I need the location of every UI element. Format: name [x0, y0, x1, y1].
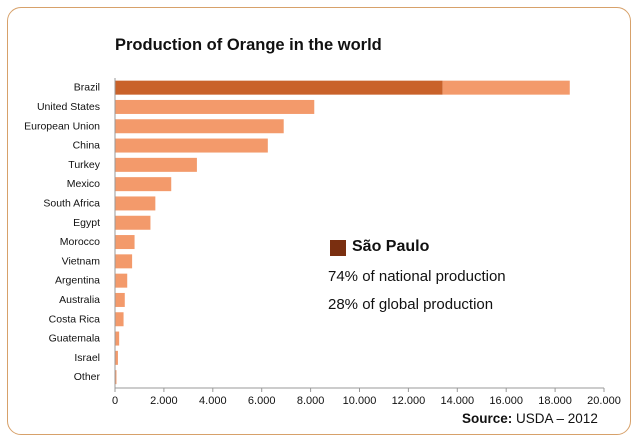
category-label: Mexico — [67, 178, 100, 190]
x-tick-label: 16.000 — [489, 395, 523, 407]
source-note: Source: USDA – 2012 — [462, 411, 598, 426]
annotation-global-share: 28% of global production — [328, 296, 494, 313]
legend-swatch-sao-paulo — [330, 240, 346, 256]
source-label: Source: — [462, 411, 513, 426]
category-label: United States — [37, 101, 100, 113]
bar-egypt-series-1 — [115, 215, 151, 230]
bar-china-series-1 — [115, 138, 268, 153]
bar-guatemala-series-1 — [115, 331, 120, 346]
bar-morocco-series-1 — [115, 235, 135, 250]
category-labels: Brazil United States European Union China Tu… — [24, 82, 101, 383]
category-label: Australia — [59, 294, 100, 306]
category-label: South Africa — [43, 197, 100, 209]
x-tick-label: 14.000 — [440, 395, 474, 407]
bar-united-states-series-1 — [115, 99, 315, 114]
category-label: Guatemala — [49, 333, 101, 345]
bar-israel-series-1 — [115, 350, 118, 365]
bar-brazil-series-1 — [442, 80, 570, 95]
x-tick-label: 2.000 — [150, 395, 178, 407]
category-label: Other — [74, 371, 101, 383]
annotation-national-share: 74% of national production — [328, 268, 506, 285]
bars-group — [115, 80, 570, 385]
chart-title: Production of Orange in the world — [115, 36, 382, 54]
x-tick-label: 6.000 — [248, 395, 276, 407]
category-label: Vietnam — [62, 255, 101, 267]
category-label: Argentina — [55, 275, 100, 287]
x-tick-label: 0 — [112, 395, 118, 407]
x-tick-label: 20.000 — [587, 395, 621, 407]
category-label: Brazil — [74, 82, 100, 94]
category-label: Turkey — [68, 159, 100, 171]
bar-south-africa-series-1 — [115, 196, 156, 211]
legend-label-sao-paulo: São Paulo — [352, 238, 430, 255]
bar-other-series-1 — [115, 370, 117, 385]
bar-brazil-series-0 — [115, 80, 443, 95]
x-tick-label: 4.000 — [199, 395, 227, 407]
category-label: Egypt — [73, 217, 100, 229]
bar-mexico-series-1 — [115, 177, 172, 192]
x-tick-label: 8.000 — [297, 395, 325, 407]
category-label: China — [73, 140, 101, 152]
category-label: European Union — [24, 120, 100, 132]
category-label: Morocco — [60, 236, 100, 248]
bar-costa-rica-series-1 — [115, 312, 124, 327]
source-text: USDA – 2012 — [512, 411, 598, 426]
bar-european-union-series-1 — [115, 119, 284, 134]
bar-australia-series-1 — [115, 292, 125, 307]
bar-turkey-series-1 — [115, 157, 197, 172]
x-tick-label: 10.000 — [343, 395, 377, 407]
bar-vietnam-series-1 — [115, 254, 133, 269]
x-tick-label: 18.000 — [538, 395, 572, 407]
chart-frame — [7, 7, 631, 435]
bar-argentina-series-1 — [115, 273, 128, 288]
x-axis: 0 2.000 4.000 6.000 8.000 10.000 12.000 14.000 1… — [112, 78, 621, 407]
category-label: Costa Rica — [49, 313, 101, 325]
category-label: Israel — [74, 352, 100, 364]
x-tick-label: 12.000 — [392, 395, 426, 407]
